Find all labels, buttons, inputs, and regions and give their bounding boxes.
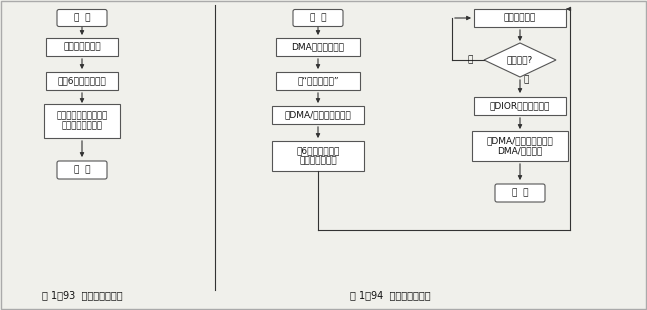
FancyBboxPatch shape xyxy=(276,38,360,56)
FancyBboxPatch shape xyxy=(44,104,120,138)
Text: 清硬盘状态标志: 清硬盘状态标志 xyxy=(63,42,101,51)
Text: 写DMA/中断使能寄存器: 写DMA/中断使能寄存器 xyxy=(285,110,351,119)
Text: DMA控制器初始化: DMA控制器初始化 xyxy=(292,42,344,51)
FancyBboxPatch shape xyxy=(472,131,568,161)
Text: 退  出: 退 出 xyxy=(74,166,90,175)
FancyBboxPatch shape xyxy=(495,184,545,202)
FancyBboxPatch shape xyxy=(276,72,360,90)
FancyBboxPatch shape xyxy=(474,97,566,115)
FancyBboxPatch shape xyxy=(293,10,343,26)
Text: 图 1－94  写盘程序流程图: 图 1－94 写盘程序流程图 xyxy=(349,290,430,300)
FancyBboxPatch shape xyxy=(272,106,364,124)
Text: 否: 否 xyxy=(467,55,473,64)
Text: 中断产生?: 中断产生? xyxy=(507,55,533,64)
Text: 写6字节的命令块
送出写操作命令: 写6字节的命令块 送出写操作命令 xyxy=(296,146,340,166)
Text: 开  始: 开 始 xyxy=(74,14,90,23)
FancyBboxPatch shape xyxy=(57,10,107,26)
Text: 图 1－93  主控程序流程图: 图 1－93 主控程序流程图 xyxy=(41,290,122,300)
FancyBboxPatch shape xyxy=(272,141,364,171)
FancyBboxPatch shape xyxy=(57,161,107,179)
Text: 开  始: 开 始 xyxy=(310,14,326,23)
Text: 是: 是 xyxy=(523,76,529,85)
Text: 退  出: 退 出 xyxy=(512,188,528,197)
FancyBboxPatch shape xyxy=(46,72,118,90)
FancyBboxPatch shape xyxy=(46,38,118,56)
Text: 写“选择控制器”: 写“选择控制器” xyxy=(297,77,339,86)
FancyBboxPatch shape xyxy=(474,9,566,27)
Text: 写DMA/中断使能寄存器
DMA/中断请求: 写DMA/中断使能寄存器 DMA/中断请求 xyxy=(487,136,553,156)
Text: 读状态寄存器: 读状态寄存器 xyxy=(504,14,536,23)
Text: 以命令块的第一字节为
指针转各功能模块: 以命令块的第一字节为 指针转各功能模块 xyxy=(56,111,107,131)
Text: 建立6字节的命令块: 建立6字节的命令块 xyxy=(58,77,106,86)
Polygon shape xyxy=(484,43,556,77)
Text: 从DIOR读完成状态字: 从DIOR读完成状态字 xyxy=(490,101,550,110)
